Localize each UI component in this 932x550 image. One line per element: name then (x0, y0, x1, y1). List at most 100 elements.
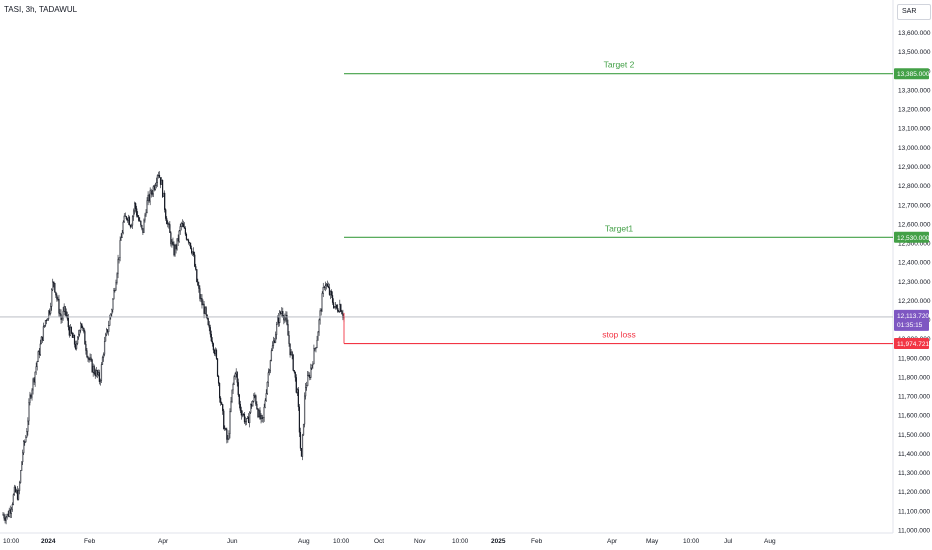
level-label: stop loss (602, 330, 636, 340)
candle-body (156, 175, 159, 183)
level-label: Target1 (605, 223, 634, 233)
price-tick-label: 13,600.000 (898, 30, 931, 37)
level-price-badge (894, 68, 929, 80)
candle-body (93, 366, 95, 374)
candle-body (290, 351, 292, 356)
candle-body (40, 336, 42, 345)
time-tick-label: 10:00 (683, 538, 700, 545)
candle-body (124, 215, 126, 217)
candle-body (26, 431, 28, 438)
candle-body (57, 298, 59, 300)
candle-body (163, 192, 165, 197)
candle-body (80, 323, 82, 331)
candle-body (51, 289, 53, 307)
price-tick-label: 11,500.000 (898, 432, 930, 439)
candle-body (267, 372, 269, 383)
candle-body (176, 238, 178, 250)
candle-body (236, 371, 238, 383)
candle-body (255, 395, 257, 405)
candle-body (278, 317, 280, 323)
candle-body (315, 347, 317, 349)
candle-body (31, 389, 33, 398)
candle-body (333, 302, 335, 308)
candle-body (45, 320, 48, 322)
price-tick-label: 12,300.000 (898, 279, 931, 286)
candle-body (174, 245, 176, 256)
candle-body (208, 324, 210, 328)
symbol-title: TASI, 3h, TADAWUL (4, 5, 78, 14)
candle-body (220, 397, 222, 403)
candle-body (67, 318, 69, 328)
candle-body (310, 367, 312, 378)
candle-body (177, 238, 179, 242)
candle-body (143, 219, 145, 233)
price-axis[interactable]: 13,600.00013,500.00013,400.00013,300.000… (898, 30, 931, 534)
candle-body (8, 509, 10, 517)
candle-body (136, 208, 138, 216)
candle-body (70, 326, 73, 334)
candle-body (232, 384, 234, 391)
level-price-label: 11,974.721 (897, 341, 929, 348)
candle-body (327, 286, 330, 288)
candle-body (225, 428, 227, 430)
price-tick-label: 13,000.000 (898, 145, 931, 152)
candle-body (311, 364, 313, 369)
candle-body (185, 234, 188, 240)
time-tick-label: 10:00 (452, 538, 469, 545)
candle-body (283, 316, 285, 321)
candle-body (298, 406, 301, 433)
price-badges: 13,385.000 12,530.000 11,974.721 12,113.720… (894, 68, 930, 350)
currency-button[interactable]: SAR (897, 4, 931, 20)
candle-body (202, 303, 204, 306)
candle-body (286, 314, 288, 325)
candle-body (318, 319, 320, 333)
time-axis[interactable]: 10:00 2024 Feb Apr Jun Aug 10:00 Oct Nov 10:00 202… (3, 538, 776, 545)
candle-body (257, 408, 259, 418)
price-tick-label: 12,800.000 (898, 183, 931, 190)
candle-body (281, 311, 283, 314)
candle-body (22, 452, 24, 463)
candle-body (48, 310, 50, 320)
candle-body (172, 241, 174, 245)
candle-body (265, 393, 267, 401)
candle-body (90, 357, 92, 360)
candle-body (271, 345, 274, 351)
candle-body (147, 194, 149, 201)
candle-body (122, 221, 124, 234)
level-label: Target 2 (604, 60, 635, 70)
candle-body (106, 329, 108, 336)
candle-body (165, 209, 167, 219)
candle-body (72, 335, 75, 338)
candle-body (86, 350, 88, 358)
price-tick-label: 13,200.000 (898, 107, 931, 114)
candle-body (10, 509, 12, 514)
candle-body (83, 327, 85, 332)
candle-body (340, 304, 342, 312)
candle-body (272, 340, 275, 346)
candle-body (266, 382, 268, 394)
current-price-badge (894, 309, 929, 331)
candle-body (189, 242, 192, 249)
candle-body (246, 416, 249, 419)
candle-body (164, 192, 166, 210)
time-tick-label: 2025 (491, 538, 506, 545)
candle-body (111, 309, 113, 315)
candle-body (121, 232, 123, 238)
candle-body (81, 323, 83, 328)
candle-body (181, 223, 183, 225)
candle-body (137, 215, 139, 218)
candle-body (74, 344, 77, 349)
price-tick-label: 13,300.000 (898, 87, 931, 94)
candle-body (77, 336, 79, 344)
candle-body (240, 410, 242, 416)
candle-body (5, 517, 7, 521)
candle-body (335, 304, 337, 307)
candle-body (129, 224, 132, 228)
candle-body (307, 375, 309, 386)
price-tick-label: 12,600.000 (898, 221, 931, 228)
time-tick-label: 10:00 (3, 538, 20, 545)
candle-body (183, 226, 185, 229)
candle-body (6, 513, 8, 518)
